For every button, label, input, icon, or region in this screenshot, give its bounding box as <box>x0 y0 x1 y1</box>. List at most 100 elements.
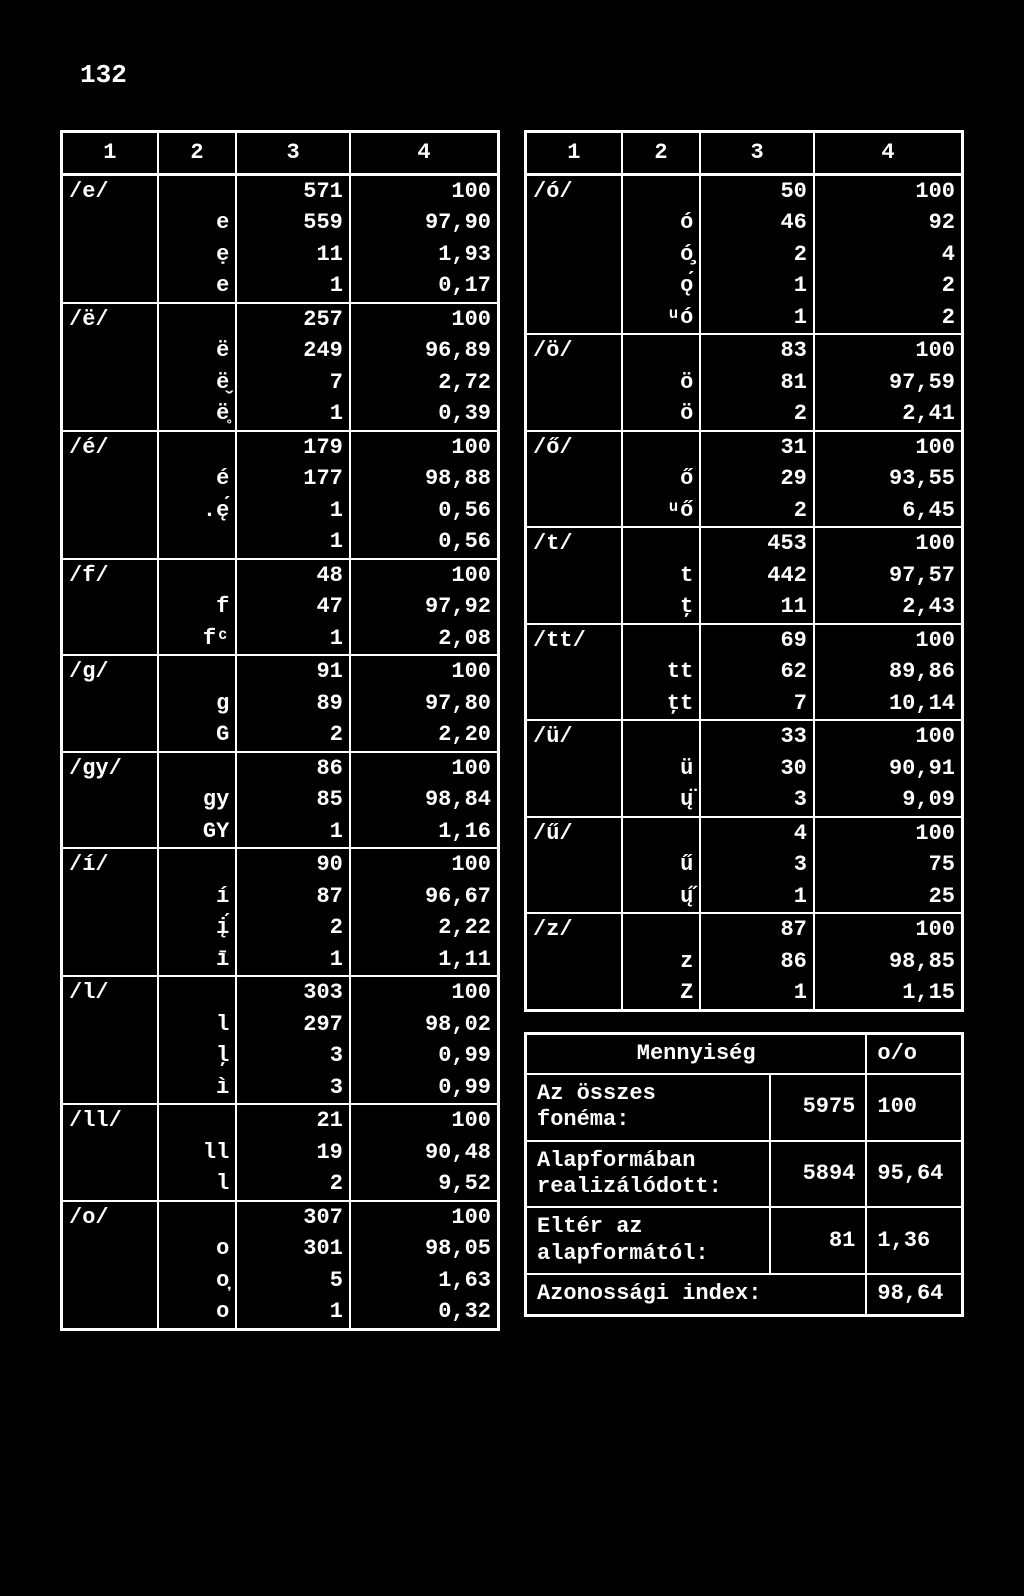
cell: 3 <box>700 784 814 817</box>
cell: l <box>158 1168 237 1201</box>
cell: 1 <box>236 623 350 656</box>
cell: o̦ <box>158 1265 237 1297</box>
cell: ë <box>158 335 237 367</box>
cell: 571 <box>236 174 350 207</box>
cell: 1 <box>236 270 350 303</box>
cell: z <box>622 946 701 978</box>
cell: 100 <box>350 559 499 592</box>
cell: 179 <box>236 431 350 464</box>
cell: 100 <box>350 976 499 1009</box>
cell: 100 <box>350 655 499 688</box>
cell: 301 <box>236 1233 350 1265</box>
cell <box>158 655 237 688</box>
cell: 4 <box>700 817 814 850</box>
cell: 10,14 <box>814 688 963 721</box>
cell <box>526 495 622 528</box>
cell: /ö/ <box>526 334 622 367</box>
cell <box>62 335 158 367</box>
cell <box>62 1265 158 1297</box>
page: 132 1234/e/571100e55997,90ẹ111,93e10,17/… <box>0 0 1024 1596</box>
cell: 3 <box>236 1040 350 1072</box>
cell: 100 <box>814 527 963 560</box>
cell: 1 <box>236 495 350 527</box>
cell <box>62 367 158 399</box>
cell: ü <box>622 753 701 785</box>
cell <box>622 174 701 207</box>
summary-label: Alapformábanrealizálódott: <box>526 1141 771 1208</box>
cell <box>62 1296 158 1329</box>
col-header: 4 <box>814 132 963 175</box>
cell: ī <box>158 944 237 977</box>
cell: 83 <box>700 334 814 367</box>
cell: 81 <box>700 367 814 399</box>
cell: 0,56 <box>350 495 499 527</box>
cell: ų̋ <box>622 881 701 914</box>
cell: 9,52 <box>350 1168 499 1201</box>
cell: 2,22 <box>350 912 499 944</box>
summary-value: 5975 <box>770 1074 866 1141</box>
cell: 100 <box>814 624 963 657</box>
cell <box>526 560 622 592</box>
cell: 97,92 <box>350 591 499 623</box>
cell: 46 <box>700 207 814 239</box>
cell: 50 <box>700 174 814 207</box>
cell: 30 <box>700 753 814 785</box>
cell: 1,93 <box>350 239 499 271</box>
cell: 100 <box>814 720 963 753</box>
cell: 96,67 <box>350 881 499 913</box>
cell <box>526 591 622 624</box>
cell: 2,20 <box>350 719 499 752</box>
cell: /ü/ <box>526 720 622 753</box>
col-header: 2 <box>158 132 237 175</box>
cell: 1 <box>236 398 350 431</box>
summary-header: o/o <box>866 1033 962 1074</box>
cell: 2 <box>700 398 814 431</box>
cell: 92 <box>814 207 963 239</box>
cell: /z/ <box>526 913 622 946</box>
cell: 2,72 <box>350 367 499 399</box>
cell: ö <box>622 398 701 431</box>
summary-value: 5894 <box>770 1141 866 1208</box>
cell <box>622 334 701 367</box>
cell <box>158 559 237 592</box>
cell: 100 <box>814 817 963 850</box>
cell: ţt <box>622 688 701 721</box>
col-header: 4 <box>350 132 499 175</box>
cell: 98,05 <box>350 1233 499 1265</box>
left-column: 1234/e/571100e55997,90ẹ111,93e10,17/ë/25… <box>60 130 500 1351</box>
cell: 87 <box>236 881 350 913</box>
cell: 177 <box>236 463 350 495</box>
cell: 85 <box>236 784 350 816</box>
cell: 100 <box>350 174 499 207</box>
cell: 453 <box>700 527 814 560</box>
cell: tt <box>622 656 701 688</box>
cell: 559 <box>236 207 350 239</box>
cell: 91 <box>236 655 350 688</box>
cell: /g/ <box>62 655 158 688</box>
summary-label: Eltér azalapformától: <box>526 1207 771 1274</box>
cell: ǫ́ <box>622 270 701 302</box>
cell <box>526 977 622 1010</box>
cell: 100 <box>814 334 963 367</box>
cell: 11 <box>236 239 350 271</box>
cell: 1 <box>700 977 814 1010</box>
cell: ë̥ <box>158 398 237 431</box>
cell: 3 <box>700 849 814 881</box>
cell: 29 <box>700 463 814 495</box>
cell: 1,63 <box>350 1265 499 1297</box>
cell <box>622 913 701 946</box>
cell: ő <box>622 463 701 495</box>
cell: 2,43 <box>814 591 963 624</box>
summary-header: Mennyiség <box>526 1033 867 1074</box>
cell: 96,89 <box>350 335 499 367</box>
cell: é <box>158 463 237 495</box>
cell: G <box>158 719 237 752</box>
right-table: 1234/ó/50100ó4692ó̧24ǫ́12ᵘó12/ö/83100ö81… <box>524 130 964 1012</box>
cell <box>526 753 622 785</box>
summary-pct: 1,36 <box>866 1207 962 1274</box>
cell: o <box>158 1233 237 1265</box>
cell <box>622 527 701 560</box>
cell: 100 <box>814 174 963 207</box>
cell <box>62 912 158 944</box>
cell <box>62 623 158 656</box>
